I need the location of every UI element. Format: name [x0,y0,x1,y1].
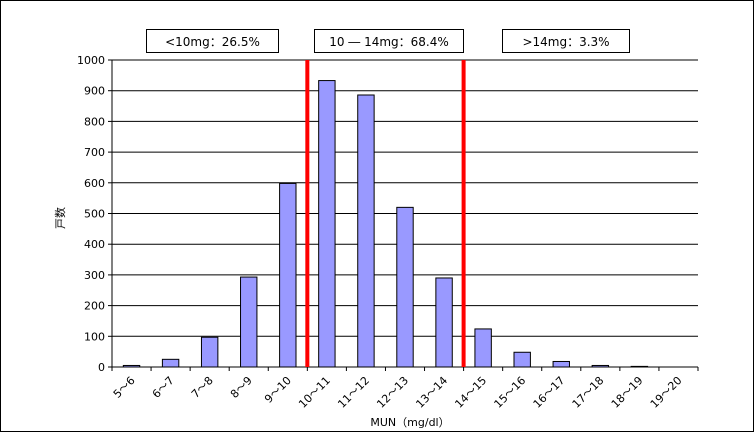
x-tick-label: 8～9 [228,374,255,401]
x-tick-label: 10～11 [296,374,333,411]
x-axis-title: MUN（mg/dl） [370,416,449,429]
y-tick-label: 100 [84,330,105,343]
y-tick-label: 400 [84,238,105,251]
x-tick-label: 7～8 [189,374,216,401]
bar [161,358,180,368]
y-tick-label: 1000 [77,54,105,67]
x-tick-label: 9～10 [262,374,294,406]
x-tick-label: 5～6 [111,374,138,401]
x-tick-label: 19～20 [648,374,685,411]
y-tick-label: 800 [84,115,105,128]
bar [357,94,375,368]
bar [513,351,531,368]
x-tick-label: 15～16 [492,374,529,411]
bar [200,336,219,368]
x-tick-label: 16～17 [531,374,568,411]
y-tick-label: 700 [84,146,105,159]
x-tick-label: 14～15 [452,374,489,411]
annotation-above-14: >14mg：3.3% [502,29,630,53]
axes [108,59,699,371]
bar [279,182,297,368]
bar [240,276,258,368]
x-tick-label: 17～18 [570,374,607,411]
x-tick-label: 12～13 [374,374,411,411]
y-tick-label: 0 [98,361,105,374]
bars [122,80,649,368]
gridlines [112,59,698,337]
y-tick-label: 500 [84,208,105,221]
annotation-10-to-14: 10 ― 14mg：68.4% [314,29,464,53]
threshold-lines [305,60,466,367]
bar [318,80,336,368]
x-tick-label: 18～19 [609,374,646,411]
bar [396,206,414,368]
y-tick-label: 300 [84,269,105,282]
y-axis-title: 戸数 [54,207,67,229]
x-tick-label: 11～12 [335,374,372,411]
tick-labels: 0 100 200 300 400 500 600 700 800 900 1000 5～6 6～7 7～… [77,54,685,411]
bar [435,277,453,368]
annotation-below-10: <10mg：26.5% [146,29,279,53]
x-tick-label: 13～14 [413,374,450,411]
x-tick-label: 6～7 [150,374,177,401]
bar [474,328,492,368]
y-tick-label: 200 [84,300,105,313]
bar [552,360,570,368]
y-tick-label: 900 [84,85,105,98]
y-tick-label: 600 [84,177,105,190]
